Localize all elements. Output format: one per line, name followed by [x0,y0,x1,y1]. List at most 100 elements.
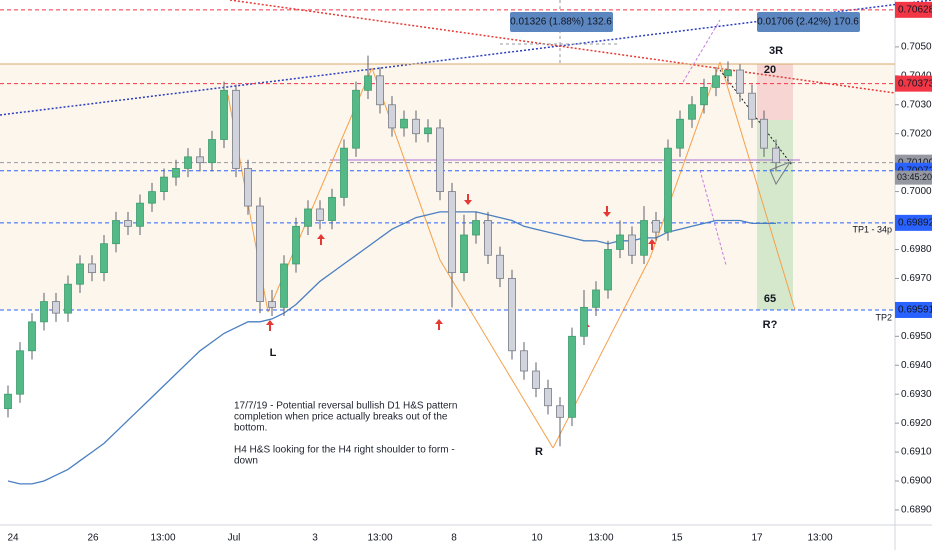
pattern-line [649,61,721,259]
candle-body [244,168,252,207]
candle-body [436,127,444,192]
candle-body [532,370,540,389]
x-tick-label: 10 [531,533,543,544]
price-label: 0.70373 [898,78,932,89]
candle-body [124,220,132,227]
candle-body [484,220,492,256]
measure-label: 0.01706 (2.42%) 170.6 [757,17,859,28]
candle-body [472,220,480,236]
candle-body [460,234,468,274]
measure-label: 0.01326 (1.88%) 132.6 [510,17,612,28]
candle-body [544,387,552,407]
candle-body [40,301,48,323]
countdown: 03:45:20 [897,172,932,182]
candle-body [508,278,516,352]
note-line: down [234,456,258,467]
candle-body [172,168,180,178]
annotation: L [270,347,277,359]
candle-body [628,234,636,256]
signal-arrow [603,206,611,217]
candle-body [568,335,576,418]
annotation: R? [763,319,778,331]
x-tick-label: 26 [87,533,99,544]
candle-body [748,92,756,120]
candle-body [112,220,120,245]
price-label: 0.70628 [898,4,932,15]
x-tick-label: 24 [7,533,19,544]
x-tick-label: 15 [671,533,683,544]
note-line: completion when price actually breaks ou… [234,412,448,423]
x-tick-label: 13:00 [807,533,832,544]
price-label-box [895,214,932,231]
signal-arrow [317,234,325,245]
note-line: 17/7/19 - Potential reversal bullish D1 … [234,401,457,412]
candle-body [316,208,324,221]
candle-body [400,118,408,129]
candle-body [280,263,288,308]
annotation: R [535,446,543,458]
annotation: TP2 [875,312,892,322]
candle-body [76,263,84,285]
candle-body [220,89,228,140]
candle-body [376,75,384,106]
candle-body [328,196,336,221]
measure-box [510,12,613,32]
candle-body [412,118,420,135]
candle-body [388,104,396,129]
candle-body [604,249,612,291]
candle-body [736,69,744,94]
price-label: 0.69892 [898,217,932,228]
candle-body [700,87,708,106]
candle-body [496,254,504,279]
signal-arrow [648,239,656,250]
candle-body [724,69,732,77]
candle-body [64,283,72,314]
candle-body [232,89,240,169]
candle-body [580,306,588,337]
x-tick-label: Jul [228,533,241,544]
candle-body [652,220,660,233]
note-line: H4 H&S looking for the H4 right shoulder… [234,445,455,456]
trend-line [0,0,932,116]
pattern-line [439,259,554,449]
annotation: 3R [769,45,783,57]
candle-body [304,208,312,227]
candle-body [448,191,456,274]
pattern-line [719,61,796,311]
moving-average [7,211,776,485]
x-tick-label: 13:00 [150,533,175,544]
candle-body [28,321,36,352]
candle-body [292,225,300,265]
candle-body [256,205,264,302]
annotation: 65 [764,293,776,305]
candle-body [160,176,168,192]
x-tick-label: 3 [312,533,318,544]
projection-arrow [682,19,721,83]
x-tick-label: 13:00 [367,533,392,544]
candle-body [616,234,624,250]
candle-body [592,289,600,308]
measure-box [757,12,860,32]
candle-body [4,393,12,410]
candle-body [100,243,108,274]
x-tick-label: 17 [751,533,763,544]
price-label-box [895,301,932,318]
candle-body [556,405,564,418]
candle-body [196,156,204,164]
note-line: bottom. [234,423,267,434]
candle-body [688,104,696,120]
candle-body [88,263,96,274]
candle-body [664,147,672,233]
candle-body [760,118,768,149]
candle-body [772,147,780,164]
